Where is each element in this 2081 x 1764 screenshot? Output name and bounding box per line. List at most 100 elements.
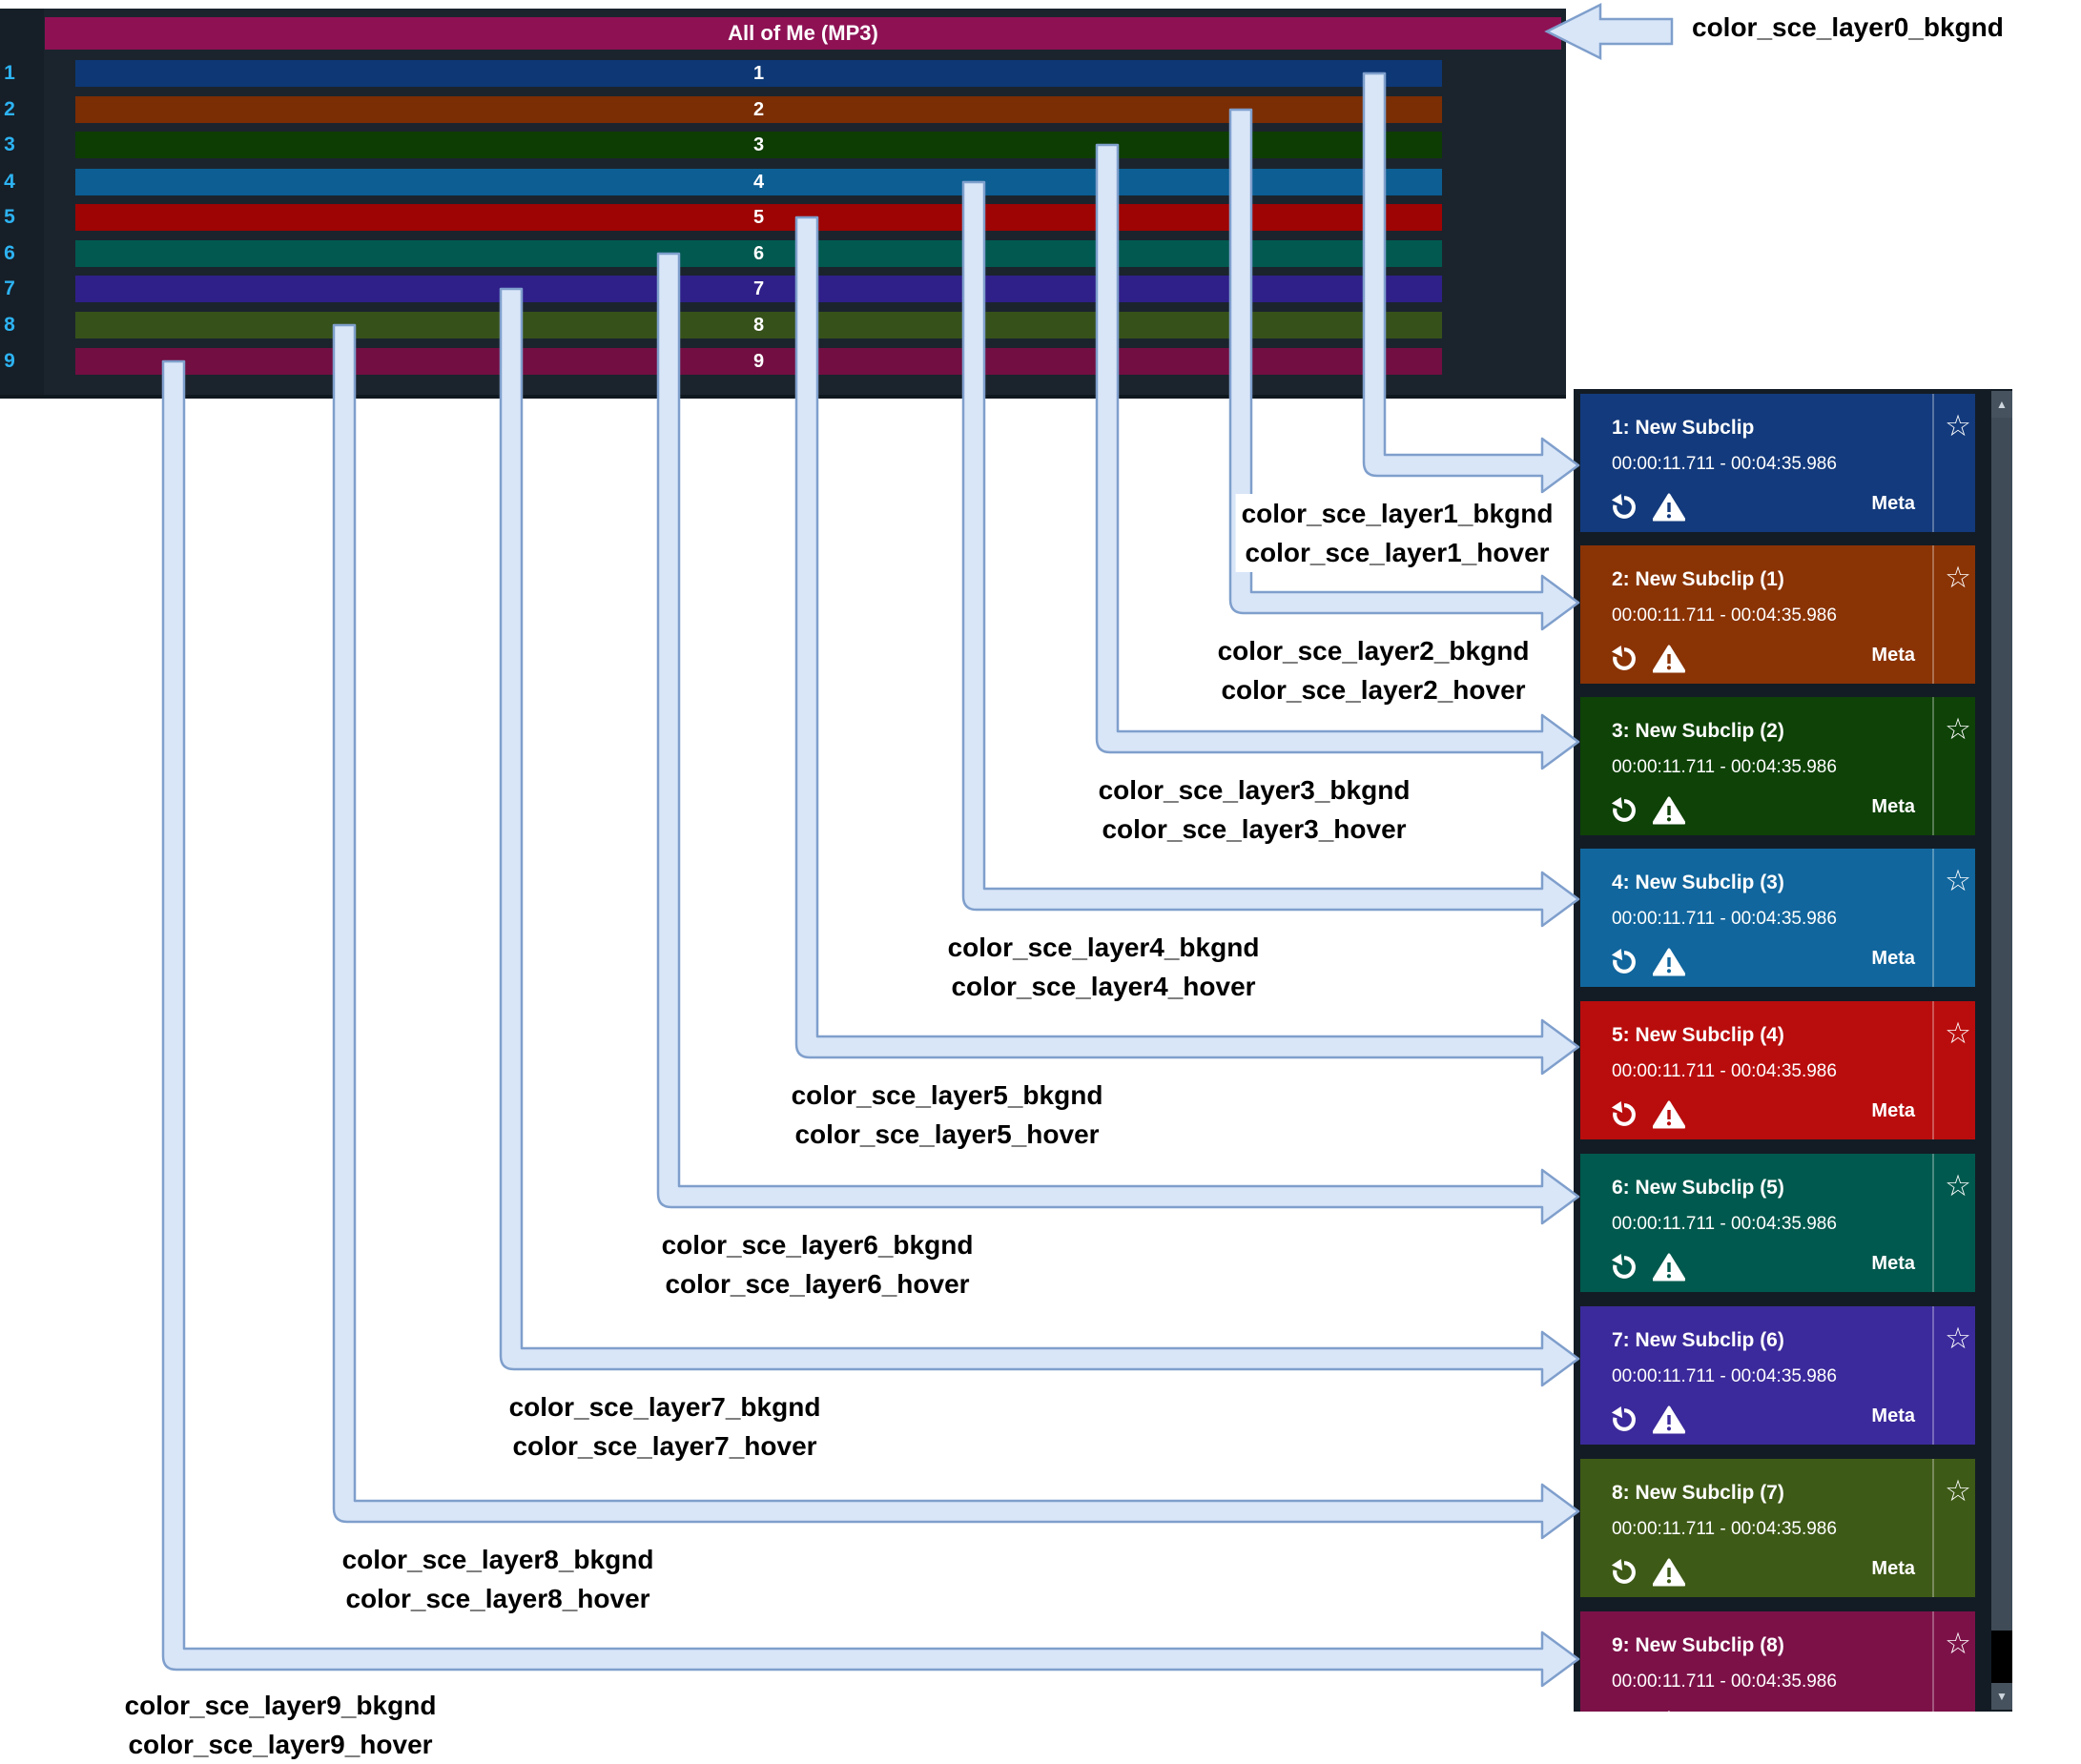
star-icon[interactable]: ☆: [1940, 561, 1976, 595]
subclip-card-6[interactable]: 6: New Subclip (5)00:00:11.711 - 00:04:3…: [1580, 1154, 1975, 1292]
meta-label[interactable]: Meta: [1871, 1100, 1915, 1122]
undo-icon[interactable]: [1610, 1253, 1638, 1282]
subclip-time-range: 00:00:11.711 - 00:04:35.986: [1612, 1366, 1837, 1387]
undo-icon[interactable]: [1610, 1100, 1638, 1129]
layer-bar-4[interactable]: 4: [75, 169, 1442, 195]
meta-label[interactable]: Meta: [1871, 948, 1915, 970]
gutter-number: 3: [0, 132, 19, 158]
meta-label[interactable]: Meta: [1871, 1711, 1915, 1712]
undo-icon[interactable]: [1610, 645, 1638, 673]
card-icon-row: [1610, 489, 1685, 525]
card-separator: [1932, 1306, 1934, 1445]
undo-icon[interactable]: [1610, 493, 1638, 522]
star-icon[interactable]: ☆: [1940, 1169, 1976, 1203]
subclip-title: 1: New Subclip: [1612, 417, 1754, 440]
meta-label[interactable]: Meta: [1871, 645, 1915, 667]
annotation-label-line: color_sce_layer3_hover: [1099, 810, 1411, 849]
scrollbar[interactable]: ▲ ▼: [1991, 391, 2012, 1710]
undo-icon[interactable]: [1610, 1405, 1638, 1434]
annotation-label-line: color_sce_layer7_hover: [509, 1426, 821, 1466]
warning-icon[interactable]: [1653, 1253, 1685, 1282]
star-icon[interactable]: ☆: [1940, 864, 1976, 898]
card-icon-row: [1610, 1097, 1685, 1133]
meta-label[interactable]: Meta: [1871, 493, 1915, 515]
warning-icon[interactable]: [1653, 948, 1685, 976]
layer-number: 1: [753, 63, 764, 85]
card-separator: [1932, 1154, 1934, 1292]
subclip-card-5[interactable]: 5: New Subclip (4)00:00:11.711 - 00:04:3…: [1580, 1001, 1975, 1139]
undo-icon[interactable]: [1610, 948, 1638, 976]
subclip-time-range: 00:00:11.711 - 00:04:35.986: [1612, 605, 1837, 626]
meta-label[interactable]: Meta: [1871, 796, 1915, 818]
annotation-label-line: color_sce_layer4_bkgnd: [948, 928, 1260, 967]
card-separator: [1932, 545, 1934, 684]
subclip-time-range: 00:00:11.711 - 00:04:35.986: [1612, 1519, 1837, 1540]
scroll-thumb[interactable]: [1991, 1631, 2012, 1683]
layer-number: 5: [753, 207, 764, 229]
warning-icon[interactable]: [1653, 796, 1685, 825]
meta-label[interactable]: Meta: [1871, 1405, 1915, 1427]
scroll-up-button[interactable]: ▲: [1991, 391, 2012, 418]
star-icon[interactable]: ☆: [1940, 409, 1976, 443]
layer-bar-3[interactable]: 3: [75, 132, 1442, 158]
warning-icon[interactable]: [1653, 493, 1685, 522]
layer-number: 7: [753, 278, 764, 300]
layer-bar-1[interactable]: 1: [75, 60, 1442, 87]
warning-icon[interactable]: [1653, 1405, 1685, 1434]
warning-icon[interactable]: [1653, 1558, 1685, 1587]
track-header[interactable]: All of Me (MP3): [45, 17, 1561, 50]
subclip-card-7[interactable]: 7: New Subclip (6)00:00:11.711 - 00:04:3…: [1580, 1306, 1975, 1445]
layer-bar-2[interactable]: 2: [75, 96, 1442, 123]
layer-bar-8[interactable]: 8: [75, 312, 1442, 338]
layer-bar-5[interactable]: 5: [75, 204, 1442, 231]
star-icon[interactable]: ☆: [1940, 1016, 1976, 1051]
layer-bar-9[interactable]: 9: [75, 348, 1442, 375]
subclip-card-8[interactable]: 8: New Subclip (7)00:00:11.711 - 00:04:3…: [1580, 1459, 1975, 1597]
gutter-number: 5: [0, 204, 19, 231]
annotation-label-line: color_sce_layer7_bkgnd: [509, 1387, 821, 1426]
scroll-down-button[interactable]: ▼: [1991, 1683, 2012, 1710]
annotation-label-line: color_sce_layer5_hover: [792, 1115, 1103, 1154]
layer-number: 3: [753, 134, 764, 156]
subclip-card-3[interactable]: 3: New Subclip (2)00:00:11.711 - 00:04:3…: [1580, 697, 1975, 835]
undo-icon[interactable]: [1610, 796, 1638, 825]
card-separator: [1932, 1611, 1934, 1712]
meta-label[interactable]: Meta: [1871, 1253, 1915, 1275]
annotation-label-line: color_sce_layer4_hover: [948, 967, 1260, 1006]
subclip-time-range: 00:00:11.711 - 00:04:35.986: [1612, 1214, 1837, 1235]
subclip-title: 3: New Subclip (2): [1612, 720, 1784, 743]
star-icon[interactable]: ☆: [1940, 1627, 1976, 1661]
star-icon[interactable]: ☆: [1940, 712, 1976, 747]
layer-bar-6[interactable]: 6: [75, 240, 1442, 267]
warning-icon[interactable]: [1653, 645, 1685, 673]
layer-number: 2: [753, 99, 764, 121]
subclip-card-9[interactable]: 9: New Subclip (8)00:00:11.711 - 00:04:3…: [1580, 1611, 1975, 1712]
star-icon[interactable]: ☆: [1940, 1322, 1976, 1356]
star-icon[interactable]: ☆: [1940, 1474, 1976, 1508]
meta-label[interactable]: Meta: [1871, 1558, 1915, 1580]
card-icon-row: [1610, 641, 1685, 677]
subclip-title: 5: New Subclip (4): [1612, 1024, 1784, 1047]
subclip-card-2[interactable]: 2: New Subclip (1)00:00:11.711 - 00:04:3…: [1580, 545, 1975, 684]
warning-icon[interactable]: [1653, 1100, 1685, 1129]
layer-number: 6: [753, 243, 764, 265]
subclip-card-4[interactable]: 4: New Subclip (3)00:00:11.711 - 00:04:3…: [1580, 849, 1975, 987]
annotation-label-line: color_sce_layer2_hover: [1218, 670, 1530, 709]
layer-number: 9: [753, 351, 764, 373]
undo-icon[interactable]: [1610, 1711, 1638, 1712]
track-header-title: All of Me (MP3): [728, 21, 878, 46]
undo-icon[interactable]: [1610, 1558, 1638, 1587]
annotation-label-line: color_sce_layer2_bkgnd: [1218, 631, 1530, 670]
layer-bar-7[interactable]: 7: [75, 276, 1442, 302]
scroll-up-icon: ▲: [1996, 398, 2008, 411]
gutter-number: 2: [0, 96, 19, 123]
annotation-label-line: color_sce_layer1_hover: [1242, 533, 1554, 572]
warning-icon[interactable]: [1653, 1711, 1685, 1712]
